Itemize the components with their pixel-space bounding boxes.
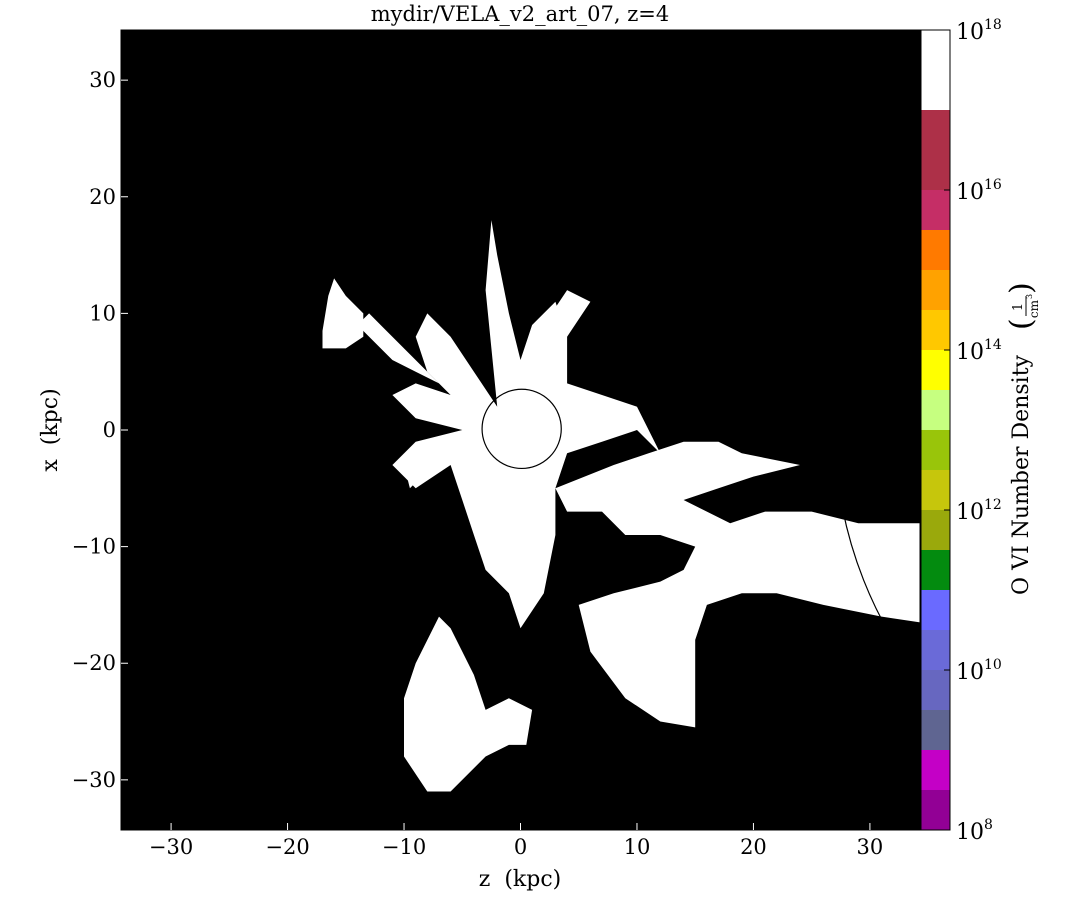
- region-eastern-plume: [555, 441, 920, 728]
- y-tick-label: −30: [72, 768, 116, 792]
- colorbar-bin: [921, 790, 950, 830]
- x-tick-label: −10: [382, 835, 426, 859]
- colorbar-ticks: 108 1010 1012 1014 1016 1018: [944, 17, 1002, 845]
- region-left-fragment: [322, 278, 364, 349]
- colorbar-bin: [921, 710, 950, 750]
- colorbar-frame: [920, 29, 951, 831]
- colorbar-label: O VI Number Density ( 1 cm 3 ): [1004, 282, 1041, 595]
- y-tick-label: 30: [89, 68, 116, 92]
- colorbar-tick-label: 1016: [956, 177, 1002, 205]
- region-lower-left-fragment: [404, 453, 422, 489]
- x-tick-label: 0: [514, 835, 527, 859]
- y-tick-label: −20: [72, 651, 116, 675]
- y-tick-label: 0: [103, 418, 116, 442]
- colorbar-unit-left-paren: (: [1004, 318, 1039, 330]
- colorbar-bin: [921, 550, 950, 590]
- chart-title: mydir/VELA_v2_art_07, z=4: [371, 2, 669, 26]
- colorbar: 108 1010 1012 1014 1016 1018: [920, 17, 1002, 845]
- colorbar-bin: [921, 470, 950, 510]
- colorbar-bin: [921, 350, 950, 390]
- annotation-circles: [481, 179, 920, 681]
- density-field: [322, 220, 920, 792]
- x-tick-label: 10: [624, 835, 651, 859]
- colorbar-bin: [921, 590, 950, 630]
- colorbar-unit-right-paren: ): [1004, 282, 1039, 294]
- colorbar-bin: [921, 390, 950, 430]
- colorbar-tick-label: 1012: [956, 497, 1002, 525]
- region-upper-right-filament: [532, 290, 591, 372]
- colorbar-title: O VI Number Density: [1009, 354, 1034, 594]
- x-axis-label: z (kpc): [479, 867, 561, 892]
- region-central-filaments: [392, 220, 661, 629]
- colorbar-bin: [921, 430, 950, 470]
- colorbar-unit-exponent: 3: [1025, 294, 1034, 299]
- x-tick-label: −20: [265, 835, 309, 859]
- colorbar-tick-label: 1010: [956, 657, 1002, 685]
- colorbar-unit-numerator: 1: [1011, 303, 1026, 311]
- annotation-circle-1: [834, 179, 920, 681]
- region-upper-left-filament: [357, 313, 439, 384]
- y-tick-label: −10: [72, 535, 116, 559]
- colorbar-tick-label: 1014: [956, 337, 1002, 365]
- x-tick-label: −30: [149, 835, 193, 859]
- x-tick-label: 20: [740, 835, 767, 859]
- x-axis-ticks: −30 −20 −10 0 10 20 30: [149, 823, 883, 859]
- colorbar-bin: [921, 750, 950, 790]
- colorbar-bin: [921, 310, 950, 350]
- colorbar-bin: [921, 190, 950, 230]
- colorbar-bin: [921, 150, 950, 190]
- region-southwest-fragment: [404, 616, 533, 792]
- colorbar-bin: [921, 510, 950, 550]
- colorbar-tick-label: 1018: [956, 17, 1002, 45]
- x-tick-label: 30: [857, 835, 884, 859]
- colorbar-unit-denominator: cm: [1027, 299, 1041, 318]
- colorbar-bin: [921, 270, 950, 310]
- colorbar-bin: [921, 110, 950, 150]
- colorbar-bin: [921, 670, 950, 710]
- colorbar-bins: [921, 110, 950, 830]
- annotation-circle-0: [481, 388, 562, 470]
- y-axis-label: x (kpc): [38, 388, 63, 471]
- y-axis-ticks: −30 −20 −10 0 10 20 30: [72, 68, 128, 792]
- colorbar-tick-label: 108: [956, 817, 993, 845]
- y-tick-label: 10: [89, 301, 116, 325]
- colorbar-bin: [921, 630, 950, 670]
- y-tick-label: 20: [89, 185, 116, 209]
- colorbar-bin: [921, 230, 950, 270]
